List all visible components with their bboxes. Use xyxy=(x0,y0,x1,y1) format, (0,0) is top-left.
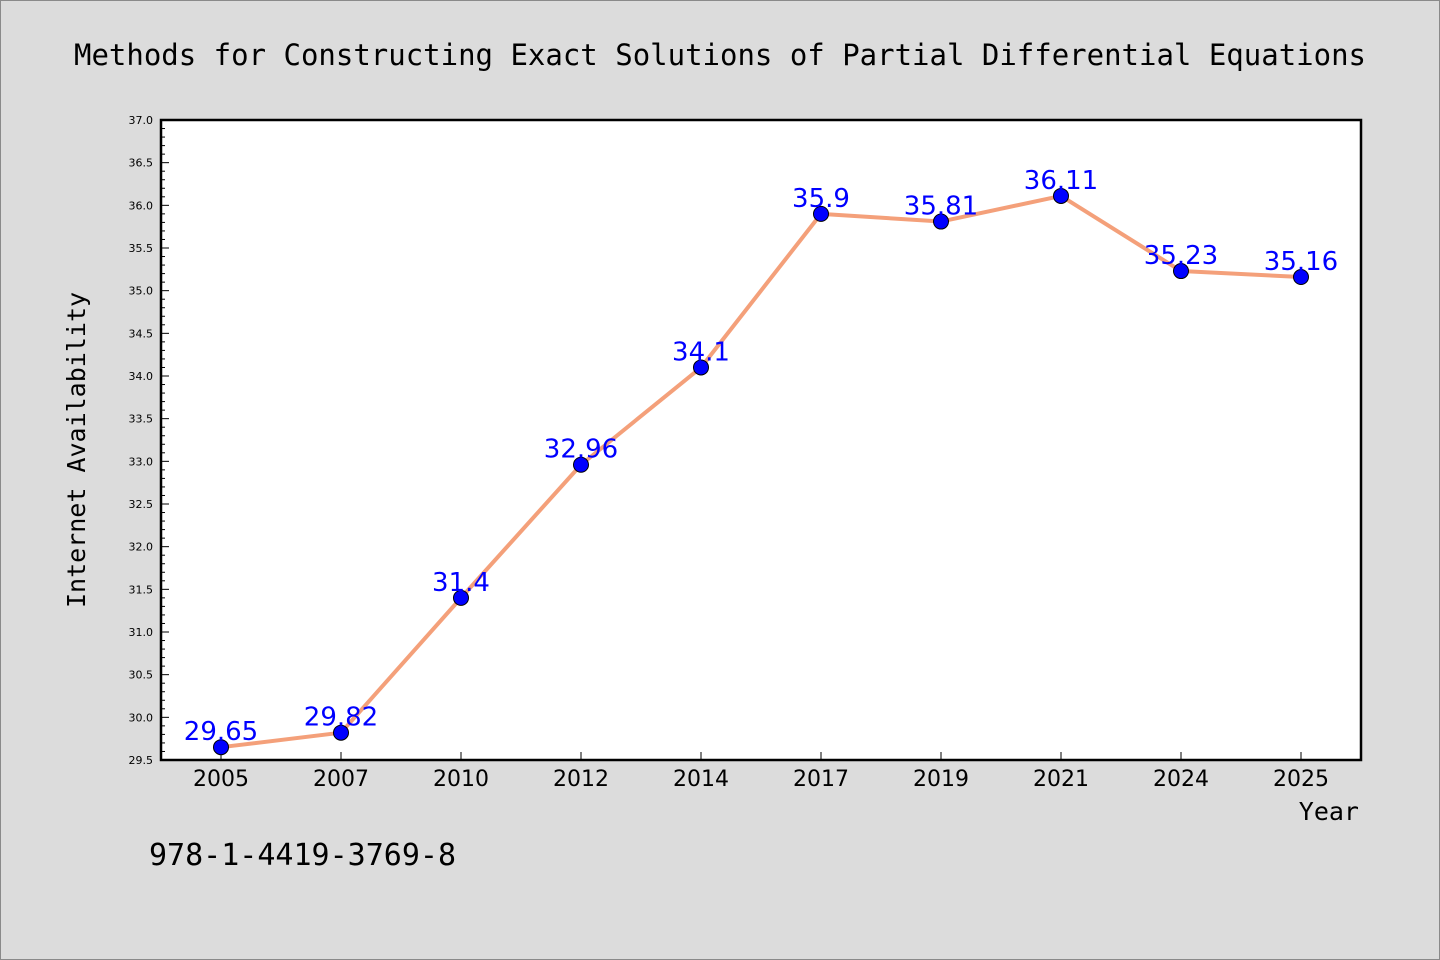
series-layer xyxy=(213,187,1309,756)
y-tick-label: 33.5 xyxy=(129,413,154,426)
x-tick-label: 2012 xyxy=(553,767,609,792)
x-tick-label: 2014 xyxy=(673,767,729,792)
y-tick-label: 36.5 xyxy=(129,157,154,170)
y-tick-label: 33.0 xyxy=(129,455,154,468)
data-point-label: 34.1 xyxy=(672,337,730,367)
data-point-label: 32.96 xyxy=(544,435,618,465)
y-tick-label: 31.5 xyxy=(129,583,154,596)
y-tick-label: 37.0 xyxy=(129,114,154,127)
y-tick-label: 36.0 xyxy=(129,199,154,212)
data-point-marker xyxy=(333,724,349,741)
data-point-label: 35.9 xyxy=(792,184,850,214)
data-point-label: 36.11 xyxy=(1024,166,1098,196)
x-tick-label: 2021 xyxy=(1033,767,1089,792)
data-point-marker xyxy=(933,213,949,230)
data-point-marker xyxy=(1173,263,1189,280)
data-point-marker xyxy=(1293,269,1309,286)
x-tick-label: 2024 xyxy=(1153,767,1209,792)
y-tick-label: 31.0 xyxy=(129,626,154,639)
data-point-label: 31.4 xyxy=(432,568,490,598)
y-tick-label: 34.5 xyxy=(129,327,154,340)
data-point-marker xyxy=(573,456,589,473)
x-tick-label: 2019 xyxy=(913,767,969,792)
data-labels: 29.65 29.82 31.4 32.96 34.1 35.9 35.81 36.11 35.… xyxy=(184,166,1338,747)
x-tick-label: 2025 xyxy=(1273,767,1329,792)
data-point-marker xyxy=(693,359,709,376)
x-axis-ticks: 2005 2007 2010 2012 2014 2017 2019 2021 2024 2025 xyxy=(193,752,1329,792)
y-axis-ticks: 29.5 30.0 30.5 31.0 31.5 32.0 32.5 33.0 33.5 34.0… xyxy=(129,114,169,767)
series-line xyxy=(219,193,1303,750)
x-tick-label: 2017 xyxy=(793,767,849,792)
chart-title: Methods for Constructing Exact Solutions… xyxy=(74,38,1366,72)
y-axis-title: Internet Availability xyxy=(62,292,91,608)
data-point-marker xyxy=(813,205,829,222)
x-tick-label: 2010 xyxy=(433,767,489,792)
y-tick-label: 35.5 xyxy=(129,242,154,255)
data-point-label: 35.23 xyxy=(1144,241,1218,271)
x-tick-label: 2007 xyxy=(313,767,369,792)
data-point-label: 35.81 xyxy=(904,192,978,222)
x-tick-label: 2005 xyxy=(193,767,249,792)
data-point-label: 29.82 xyxy=(304,703,378,733)
data-point-label: 29.65 xyxy=(184,717,258,747)
data-point-marker xyxy=(453,589,469,606)
y-tick-label: 32.5 xyxy=(129,498,154,511)
data-point-marker xyxy=(1053,187,1069,204)
y-tick-label: 32.0 xyxy=(129,541,154,554)
y-tick-label: 35.0 xyxy=(129,285,154,298)
y-tick-label: 29.5 xyxy=(129,754,154,767)
plot-area xyxy=(159,118,1363,762)
isbn-annotation: 978-1-4419-3769-8 xyxy=(149,838,456,873)
data-point-label: 35.16 xyxy=(1264,247,1338,277)
y-tick-label: 34.0 xyxy=(129,370,154,383)
y-tick-label: 30.0 xyxy=(129,711,154,724)
y-tick-label: 30.5 xyxy=(129,669,154,682)
x-axis-title: Year xyxy=(1299,797,1359,826)
data-point-marker xyxy=(213,739,229,756)
